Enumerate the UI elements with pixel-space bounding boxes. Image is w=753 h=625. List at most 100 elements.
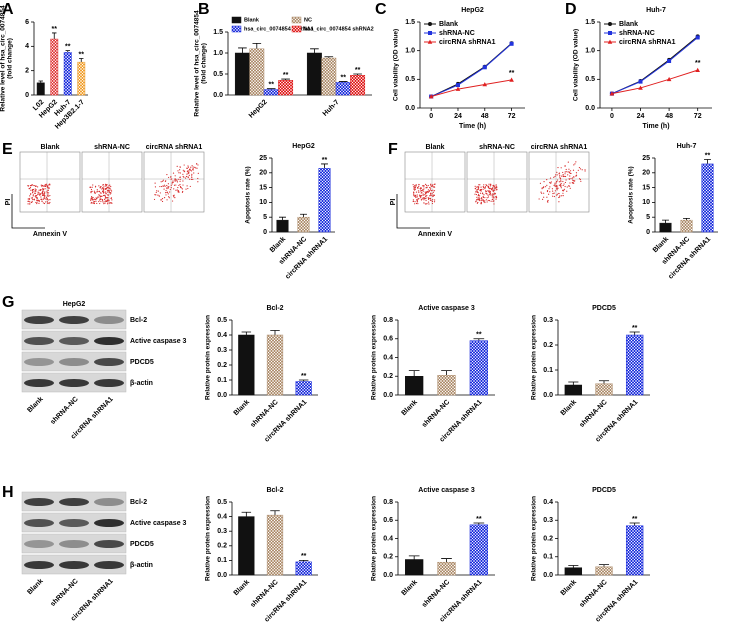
flow-dot [422,194,424,196]
series-line [430,42,512,97]
flow-dot [413,193,415,195]
flow-dot [34,189,37,191]
flow-dot [567,185,570,187]
flow-dot [555,182,557,184]
flow-dot [492,190,494,193]
error-bar [321,163,328,169]
flow-dot [154,194,156,196]
point [455,83,460,88]
flow-dot [413,192,415,194]
bar [278,80,294,96]
flow-dot [431,192,433,194]
flow-dot [29,185,32,187]
flow-dot [48,192,50,194]
flow-dot [431,202,434,205]
flow-dot [482,192,484,194]
flow-dot [98,200,100,203]
flow-dot [579,168,582,170]
flow-dot [494,189,496,191]
flow-dot [165,194,167,196]
flow-dot [104,200,106,203]
flow-label: shRNA-NC [479,144,515,151]
flow-dot [430,194,432,196]
legend-marker [608,31,612,35]
y-tick-label: 0.2 [543,342,553,349]
panel-letter: D [565,1,577,18]
flow-dot [567,171,569,173]
y-tick-label: 1.5 [405,19,415,26]
flow-dot [547,201,549,203]
flow-dot [578,178,581,180]
flow-dot [415,191,418,193]
flow-plot [143,151,205,213]
bar [50,38,59,96]
flow-dot [430,190,433,192]
flow-dot [487,196,490,198]
flow-dot [416,187,419,189]
flow-dot [179,180,181,182]
flow-dot [195,167,197,169]
flow-dot [31,184,33,186]
x-tick-label: Huh-7 [322,99,341,118]
flow-dot [44,195,46,197]
flow-dot [488,199,491,202]
y-tick-label: 0.5 [213,71,223,78]
flow-dot [429,197,431,200]
flow-dot [98,190,100,193]
y-tick-label: 0.4 [383,354,393,361]
flow-dot [421,191,423,193]
bar [321,57,337,96]
flow-dot [558,181,560,183]
x-tick-label: Blank [400,579,419,598]
flow-dot [493,197,495,199]
flow-dot [186,173,188,175]
flow-dot [483,194,485,196]
flow-dot [154,186,157,188]
flow-dot [172,172,175,174]
y-tick-label: 5 [646,214,650,221]
flow-dot [171,178,173,180]
flow-dot [563,189,565,191]
flow-dot [96,197,98,199]
y-tick-label: 0.4 [217,332,227,339]
flow-dot [475,191,477,193]
y-tick-label: 1.5 [213,29,223,36]
flow-dot [105,193,107,195]
y-axis-label: (fold change) [201,43,208,84]
y-axis-label: Relative level of hsa_circ_0074854 [194,10,201,117]
bar [306,52,322,96]
y-tick-label: 0.3 [217,528,227,535]
flow-dot [478,197,480,199]
flow-dot [189,185,191,188]
flow-dot [161,200,164,203]
flow-dot [171,181,173,183]
flow-dot [103,190,105,193]
flow-dot [541,188,543,190]
y-tick-label: 0 [25,92,29,99]
chart-title: Huh-7 [677,143,697,150]
y-tick-label: 25 [642,155,650,162]
flow-dot [106,197,108,199]
flow-dot [47,186,49,189]
lane-label: shRNA-NC [49,396,79,426]
flow-axes [11,194,45,229]
blot-band [94,561,124,569]
flow-dot [569,170,572,172]
legend-label: Blank [619,21,638,28]
flow-dot [98,194,100,196]
blot-band [24,540,54,548]
flow-dot [479,192,482,194]
error-bar [408,555,420,560]
legend-label: shRNA-NC [619,30,655,37]
flow-dot [569,175,571,177]
series-line [611,69,698,95]
flow-dot [163,188,165,190]
flow-dot [574,180,576,182]
blot-band [59,379,89,387]
flow-dot [424,191,426,193]
flow-dot [90,192,92,194]
flow-dot [98,185,100,187]
flow-dot [490,183,492,185]
flow-dot [165,192,167,194]
flow-dot [429,184,432,186]
